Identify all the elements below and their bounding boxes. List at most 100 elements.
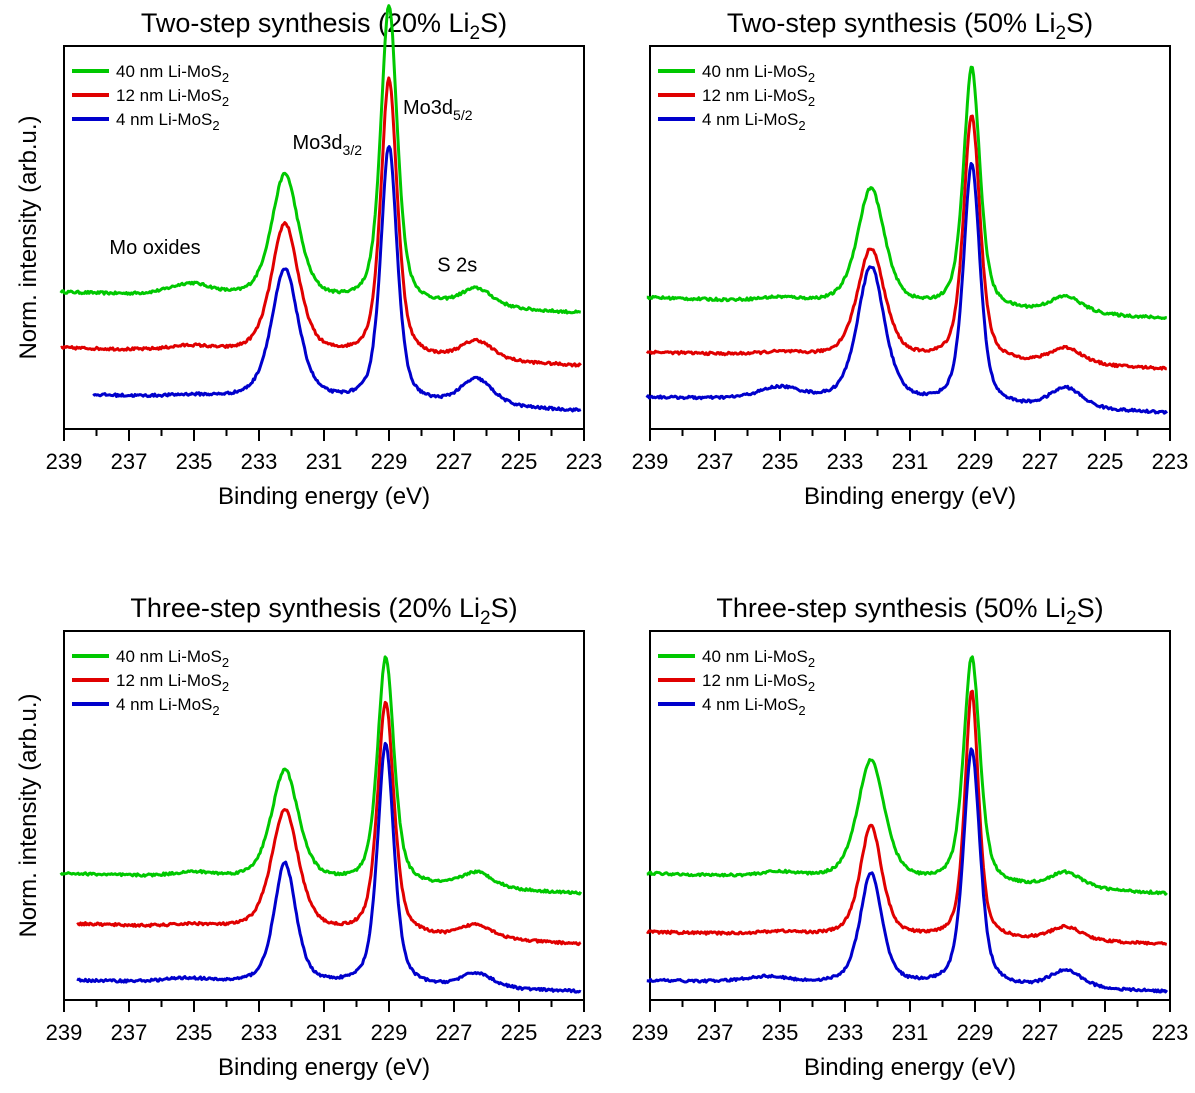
legend-label: 40 nm Li-MoS2 — [116, 647, 229, 670]
legend-label: 12 nm Li-MoS2 — [116, 86, 229, 109]
legend-label-text: 12 nm Li-MoS — [702, 671, 808, 690]
x-tick-label: 233 — [241, 449, 278, 474]
x-tick-label: 237 — [697, 449, 734, 474]
legend-label-text: 40 nm Li-MoS — [702, 62, 808, 81]
panel-2: Two-step synthesis (50% Li2S)239 237 235 23… — [632, 8, 1189, 510]
series-line-2 — [645, 114, 1167, 371]
x-tick-label: 229 — [371, 1020, 408, 1045]
x-axis-label: Binding energy (eV) — [218, 1054, 430, 1081]
x-tick-label: 237 — [111, 1020, 148, 1045]
x-axis: 239 237 235 233 231 229 227 225 223 — [46, 1000, 603, 1045]
x-tick-label: 237 — [697, 1020, 734, 1045]
legend-label-text: 4 nm Li-MoS — [702, 695, 798, 714]
panel-title: Two-step synthesis (20% Li2S) — [141, 8, 507, 44]
series-line-1 — [59, 4, 582, 315]
x-tick-label: 227 — [1022, 1020, 1059, 1045]
annotation-subscript: 5/2 — [453, 107, 473, 123]
peak-annotation: S 2s — [437, 255, 477, 277]
legend-label-subscript: 2 — [808, 679, 815, 694]
x-tick-label: 231 — [892, 1020, 929, 1045]
legend-label-subscript: 2 — [808, 655, 815, 670]
legend-label-text: 12 nm Li-MoS — [116, 86, 222, 105]
legend-label-subscript: 2 — [798, 703, 805, 718]
x-axis-label: Binding energy (eV) — [218, 483, 430, 510]
legend-label-text: 12 nm Li-MoS — [116, 671, 222, 690]
x-tick-label: 227 — [436, 449, 473, 474]
x-tick-label: 235 — [176, 449, 213, 474]
x-tick-label: 239 — [46, 1020, 83, 1045]
series-line-2 — [60, 76, 582, 368]
legend-label-subscript: 2 — [222, 94, 229, 109]
x-tick-label: 223 — [1152, 449, 1189, 474]
panel-title-suffix: S) — [1066, 8, 1093, 38]
legend-label: 4 nm Li-MoS2 — [116, 110, 220, 133]
panel-title-subscript: 2 — [1066, 608, 1077, 629]
y-axis-label: Norm. intensity (arb.u.) — [15, 115, 42, 359]
x-tick-label: 239 — [46, 449, 83, 474]
x-tick-label: 239 — [632, 1020, 669, 1045]
x-tick-label: 235 — [762, 1020, 799, 1045]
legend-label: 40 nm Li-MoS2 — [116, 62, 229, 85]
x-tick-label: 233 — [827, 1020, 864, 1045]
legend-label-text: 12 nm Li-MoS — [702, 86, 808, 105]
panel-title-text: Three-step synthesis (50% Li — [716, 593, 1066, 623]
series-line-1 — [646, 655, 1168, 896]
legend-label-text: 4 nm Li-MoS — [116, 695, 212, 714]
panel-title-suffix: S) — [491, 593, 518, 623]
series-line-2 — [646, 689, 1168, 946]
annotation-text: Mo3d — [403, 97, 453, 119]
x-axis: 239 237 235 233 231 229 227 225 223 — [46, 429, 602, 474]
legend-label: 4 nm Li-MoS2 — [116, 695, 220, 718]
legend-label-text: 40 nm Li-MoS — [116, 647, 222, 666]
series-group — [646, 655, 1169, 994]
x-tick-label: 227 — [1022, 449, 1059, 474]
panel-title-text: Two-step synthesis (50% Li — [727, 8, 1056, 38]
legend-label-text: 4 nm Li-MoS — [702, 110, 798, 129]
annotation-text: Mo oxides — [109, 237, 200, 259]
x-tick-label: 227 — [436, 1020, 473, 1045]
panel-title-text: Three-step synthesis (20% Li — [130, 593, 480, 623]
legend-label-subscript: 2 — [212, 118, 219, 133]
x-tick-label: 225 — [1087, 449, 1124, 474]
legend-label: 40 nm Li-MoS2 — [702, 62, 815, 85]
series-line-3 — [646, 747, 1169, 994]
x-tick-label: 231 — [306, 1020, 343, 1045]
panel-title: Three-step synthesis (50% Li2S) — [716, 593, 1103, 629]
panel-title-subscript: 2 — [480, 608, 491, 629]
x-axis: 239 237 235 233 231 229 227 225 223 — [632, 1000, 1188, 1045]
panel-title: Two-step synthesis (50% Li2S) — [727, 8, 1093, 44]
panel-title-suffix: S) — [1077, 593, 1104, 623]
x-tick-label: 229 — [371, 449, 408, 474]
x-tick-label: 235 — [176, 1020, 213, 1045]
panel-3: Three-step synthesis (20% Li2S) 239 237 235… — [15, 593, 602, 1081]
legend-label-text: 40 nm Li-MoS — [116, 62, 222, 81]
x-tick-label: 225 — [501, 1020, 538, 1045]
x-axis: 239 237 235 233 231 229 227 225 223 — [632, 429, 1189, 474]
series-group — [59, 4, 582, 413]
x-tick-label: 231 — [892, 449, 929, 474]
x-tick-label: 231 — [306, 449, 343, 474]
x-tick-label: 223 — [566, 1020, 603, 1045]
series-line-3 — [76, 741, 582, 994]
x-tick-label: 239 — [632, 449, 669, 474]
x-tick-label: 225 — [1087, 1020, 1124, 1045]
panel-title-text: Two-step synthesis (20% Li — [141, 8, 470, 38]
x-tick-label: 237 — [111, 449, 148, 474]
series-line-1 — [59, 655, 583, 896]
peak-annotation: Mo oxides — [109, 237, 200, 259]
x-axis-label: Binding energy (eV) — [804, 483, 1016, 510]
x-tick-label: 225 — [501, 449, 538, 474]
legend-label-text: 40 nm Li-MoS — [702, 647, 808, 666]
x-tick-label: 235 — [762, 449, 799, 474]
series-line-2 — [76, 700, 582, 947]
legend-label-subscript: 2 — [808, 94, 815, 109]
x-tick-label: 233 — [241, 1020, 278, 1045]
annotation-subscript: 3/2 — [343, 142, 363, 158]
y-axis-label: Norm. intensity (arb.u.) — [15, 693, 42, 937]
x-tick-label: 233 — [827, 449, 864, 474]
